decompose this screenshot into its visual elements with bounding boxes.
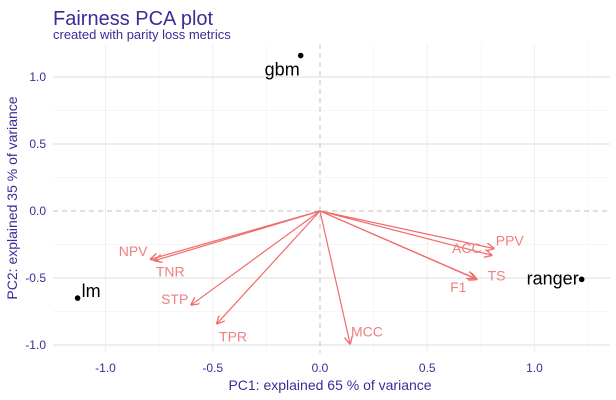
point-label-lm: lm <box>82 281 101 301</box>
axes: -1.0 -0.5 0.0 0.5 1.0 -1.0 -0.5 0.0 0.5 1.0 <box>25 70 543 375</box>
arrow-acc <box>319 210 492 255</box>
arrow-f1 <box>319 210 474 278</box>
y-tick-label: -1.0 <box>25 338 46 352</box>
arrow-label-ppv: PPV <box>496 233 525 249</box>
model-points: gbm lm ranger <box>74 52 585 301</box>
point-label-ranger: ranger <box>527 268 579 288</box>
x-axis-label: PC1: explained 65 % of variance <box>228 377 431 393</box>
arrow-label-tpr: TPR <box>219 329 247 345</box>
arrow-label-npv: NPV <box>119 243 148 259</box>
arrow-mcc <box>319 210 350 344</box>
grid <box>53 44 610 353</box>
point-lm <box>74 295 81 301</box>
x-tick-label: 0.0 <box>312 361 329 375</box>
point-label-gbm: gbm <box>265 60 300 80</box>
arrow-label-f1: F1 <box>450 279 467 295</box>
y-tick-label: 0.5 <box>29 137 46 151</box>
arrow-tpr <box>217 210 321 324</box>
arrow-stp <box>191 210 321 305</box>
arrow-label-mcc: MCC <box>351 324 383 340</box>
y-axis-label: PC2: explained 35 % of variance <box>4 96 20 299</box>
chart-text: Fairness PCA plot created with parity lo… <box>4 8 432 393</box>
x-tick-label: 1.0 <box>526 361 543 375</box>
metric-arrows: PPV ACC TS F1 NPV TNR STP TPR MCC <box>119 210 525 345</box>
arrow-label-ts: TS <box>488 267 506 283</box>
chart-title: Fairness PCA plot <box>53 8 214 30</box>
arrow-tnr <box>155 210 321 261</box>
x-tick-label: 0.5 <box>419 361 436 375</box>
x-tick-label: -1.0 <box>95 361 116 375</box>
point-ranger <box>578 276 585 283</box>
y-tick-label: 0.0 <box>29 204 46 218</box>
arrow-label-tnr: TNR <box>156 264 185 280</box>
x-tick-label: -0.5 <box>202 361 223 375</box>
point-gbm <box>297 52 304 59</box>
chart-subtitle: created with parity loss metrics <box>53 27 231 42</box>
arrow-label-acc: ACC <box>452 240 482 256</box>
arrow-ppv <box>319 210 494 249</box>
arrow-label-stp: STP <box>161 291 188 307</box>
y-tick-label: -0.5 <box>25 271 46 285</box>
y-tick-label: 1.0 <box>29 70 46 84</box>
